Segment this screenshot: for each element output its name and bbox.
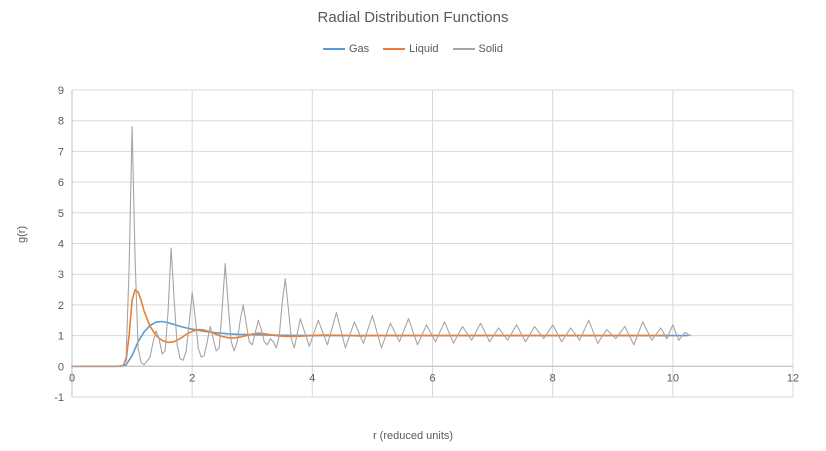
y-tick-label: 7 <box>58 146 64 158</box>
legend-swatch-solid <box>452 48 475 50</box>
legend-label-gas: Gas <box>348 43 370 55</box>
x-tick-label: 6 <box>429 372 435 384</box>
x-axis-title: r (reduced units) <box>372 430 454 442</box>
legend-label-liquid: Liquid <box>409 43 439 55</box>
x-tick-label: 10 <box>667 372 679 384</box>
y-tick-label: 3 <box>58 269 64 281</box>
gridlines <box>71 89 794 398</box>
x-tick-label: 8 <box>550 372 556 384</box>
y-tick-label: 2 <box>58 300 64 312</box>
legend-item-solid: Solid <box>452 43 503 55</box>
y-tick-label: -1 <box>54 392 64 404</box>
series-line-liquid <box>71 288 668 368</box>
y-tick-label: 8 <box>58 116 64 128</box>
x-tick-label: 4 <box>309 372 315 384</box>
y-tick-label: 5 <box>58 208 64 220</box>
y-tick-label: 9 <box>58 85 64 97</box>
legend-swatch-liquid <box>383 48 406 50</box>
chart-title: Radial Distribution Functions <box>317 9 509 26</box>
chart-legend: Gas Liquid Solid <box>0 43 826 55</box>
y-tick-label: 0 <box>58 361 64 373</box>
y-tick-label: 6 <box>58 177 64 189</box>
legend-item-gas: Gas <box>322 43 370 55</box>
series-line-solid <box>71 126 692 367</box>
legend-label-solid: Solid <box>478 43 503 55</box>
y-axis-title: g(r) <box>16 225 28 243</box>
legend-item-liquid: Liquid <box>383 43 439 55</box>
y-tick-label: 4 <box>58 239 64 251</box>
x-tick-label: 2 <box>189 372 195 384</box>
x-tick-label: 0 <box>69 372 75 384</box>
legend-swatch-gas <box>322 48 345 50</box>
x-tick-label: 12 <box>787 372 799 384</box>
y-tick-label: 1 <box>58 331 64 343</box>
